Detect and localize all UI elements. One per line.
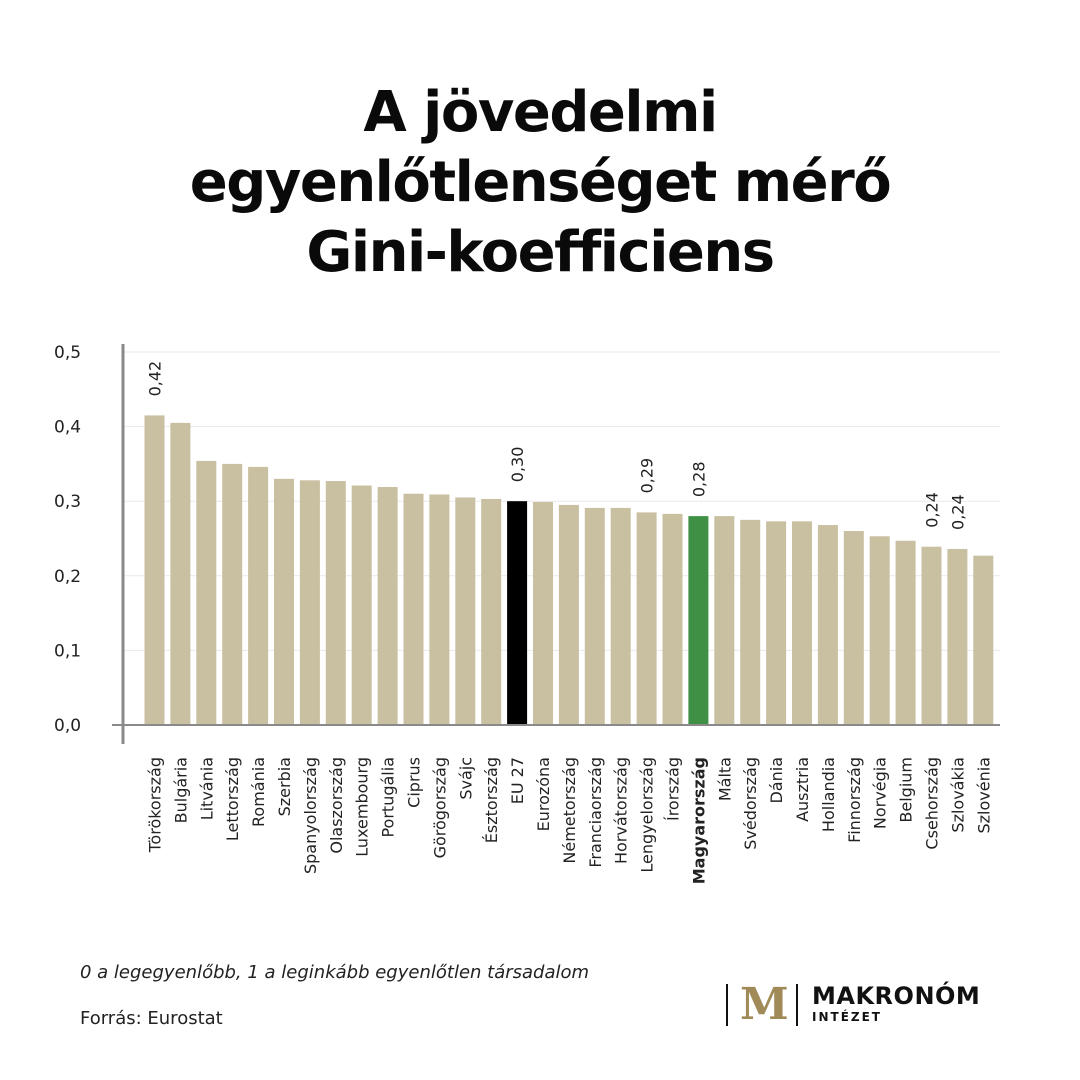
bar [947,548,968,725]
source-note: Forrás: Eurostat [80,1008,223,1029]
bar [351,485,372,725]
x-tick-label: Málta [715,757,734,801]
y-tick-label: 0,4 [54,418,81,438]
x-tick-label: Németország [560,757,579,864]
bar [248,466,269,725]
y-tick-label: 0,3 [54,492,81,512]
x-tick-label: Hollandia [819,757,838,832]
x-tick-label: Írország [664,757,683,821]
x-tick-label: Ausztria [793,757,812,822]
bar [429,494,450,725]
title-line-3: Gini-koefficiens [306,220,775,285]
bar [921,546,942,725]
x-tick-label: Észtország [482,757,501,843]
bar [299,480,320,725]
x-tick-label: Eurozóna [534,757,553,831]
bar [714,516,735,725]
y-tick-label: 0,5 [54,343,81,363]
x-tick-label: Románia [249,757,268,827]
bar [481,498,502,725]
bar [636,512,657,725]
scale-note: 0 a legegyenlőbb, 1 a leginkább egyenlőt… [80,962,590,983]
logo-divider-left [726,984,728,1026]
data-label: 0,29 [638,458,657,494]
x-tick-label: Finnország [845,757,864,843]
x-tick-label: Portugália [379,757,398,838]
x-tick-label: Horvátország [612,757,631,864]
x-tick-label: Norvégia [871,757,890,829]
x-tick-label: Szerbia [275,757,294,816]
x-tick-label: Bulgária [171,757,190,823]
x-tick-label: Csehország [923,757,942,850]
bar [688,516,709,725]
bar [507,501,528,725]
bar [196,460,217,725]
x-tick-label: Svédország [741,757,760,850]
logo-subtitle: INTÉZET [812,1010,882,1024]
data-label: 0,30 [508,447,527,483]
bar [869,536,890,725]
x-tick-label: Lengyelország [638,757,657,873]
data-label: 0,28 [689,461,708,497]
x-tick-label: Spanyolország [301,757,320,874]
x-tick-label: Törökország [146,757,165,853]
bar [740,519,761,725]
title-line-2: egyenlőtlenséget mérő [189,150,892,215]
chart-title: A jövedelmi egyenlőtlenséget mérő Gini-k… [0,78,1080,288]
y-tick-label: 0,1 [54,641,81,661]
x-tick-label: Franciaország [586,757,605,868]
x-tick-label: Lettország [223,757,242,841]
bar [144,415,165,725]
bar [662,513,683,725]
x-tick-label: Görögország [430,757,449,858]
bar [817,525,838,725]
bar [377,487,398,725]
x-tick-label: Szlovénia [974,757,993,834]
logo-name: MAKRONÓM [812,982,981,1010]
x-tick-label: Litvánia [197,757,216,820]
y-tick-label: 0,2 [54,567,81,587]
makronom-logo: M MAKRONÓM INTÉZET [726,979,1016,1030]
y-tick-label: 0,0 [54,716,81,736]
bar [455,497,476,725]
bar [274,478,294,725]
x-tick-label: Ciprus [405,757,424,808]
x-tick-label: Belgium [897,757,916,823]
x-tick-label: Luxembourg [353,757,372,857]
x-tick-label: Svájc [456,757,475,800]
bar [558,504,579,725]
data-label: 0,24 [948,494,967,530]
bar [792,521,812,725]
bar [843,531,864,725]
data-label: 0,24 [923,492,942,528]
x-tick-label: Olaszország [327,757,346,854]
data-label: 0,42 [146,361,165,397]
bar [222,463,243,725]
bar [533,501,553,725]
logo-mark: M [740,979,789,1030]
x-tick-label: Magyarország [689,757,708,884]
bar [766,521,787,725]
bar [584,507,605,725]
logo-divider-right [796,984,798,1026]
bar [610,507,631,725]
x-tick-label: Szlovákia [948,757,967,833]
title-line-1: A jövedelmi [363,80,718,145]
x-tick-label: EU 27 [508,757,527,804]
bar [895,540,916,725]
bar [170,422,191,725]
bar [325,481,346,725]
x-tick-label: Dánia [767,757,786,804]
bar [403,493,424,725]
bar [973,555,994,725]
